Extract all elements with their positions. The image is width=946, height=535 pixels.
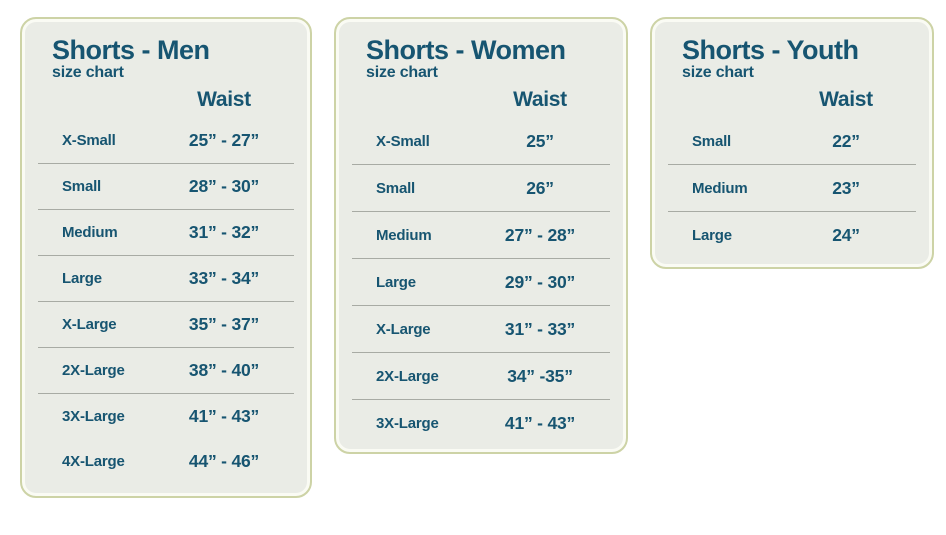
header-spacer bbox=[668, 88, 776, 112]
waist-value: 25” bbox=[526, 130, 554, 151]
waist-value: 31” - 32” bbox=[188, 222, 260, 242]
size-label: X-Large bbox=[62, 316, 117, 333]
waist-value: 34” -35” bbox=[507, 365, 573, 386]
size-label: X-Small bbox=[376, 132, 430, 150]
card-title-youth: Shorts - Youth bbox=[682, 35, 859, 65]
waist-value: 24” bbox=[832, 224, 860, 245]
size-row: X-Large 31” - 33” bbox=[352, 305, 610, 352]
size-label: X-Large bbox=[376, 320, 431, 338]
size-row: 2X-Large 38” - 40” bbox=[38, 347, 294, 393]
size-label: Large bbox=[376, 273, 416, 291]
waist-value: 23” bbox=[832, 177, 860, 198]
size-label: Large bbox=[62, 270, 102, 287]
header-spacer bbox=[352, 88, 470, 112]
size-label: Small bbox=[376, 179, 416, 197]
size-row: 2X-Large 34” -35” bbox=[352, 352, 610, 399]
waist-value: 44” - 46” bbox=[188, 451, 260, 471]
size-row: X-Small 25” bbox=[352, 118, 610, 164]
size-row: Medium 31” - 32” bbox=[38, 209, 294, 255]
header-spacer bbox=[38, 88, 154, 112]
size-rows-women: X-Small 25” Small 26” Medium 27” - 28” L… bbox=[352, 118, 610, 446]
waist-value: 31” - 33” bbox=[504, 318, 576, 339]
size-charts-page: Shorts - Men size chart Waist X-Small 25… bbox=[20, 17, 934, 498]
waist-value: 29” - 30” bbox=[504, 271, 576, 292]
size-label: X-Small bbox=[62, 132, 116, 149]
column-header-row: Waist bbox=[352, 88, 610, 112]
card-subtitle-men: size chart bbox=[52, 64, 124, 81]
size-row: 3X-Large 41” - 43” bbox=[38, 393, 294, 439]
size-label: Medium bbox=[376, 226, 432, 244]
waist-value: 26” bbox=[526, 177, 554, 198]
size-row: X-Large 35” - 37” bbox=[38, 301, 294, 347]
size-label: 3X-Large bbox=[62, 408, 125, 425]
card-title-men: Shorts - Men bbox=[52, 35, 210, 65]
size-chart-card-youth: Shorts - Youth size chart Waist Small 22… bbox=[650, 17, 934, 269]
column-header-row: Waist bbox=[668, 88, 916, 112]
waist-value: 41” - 43” bbox=[504, 412, 576, 433]
size-label: Medium bbox=[62, 224, 118, 241]
size-label: Small bbox=[62, 178, 102, 195]
size-label: 2X-Large bbox=[62, 362, 125, 379]
size-label: 3X-Large bbox=[376, 414, 439, 432]
size-row: 3X-Large 41” - 43” bbox=[352, 399, 610, 446]
size-label: 2X-Large bbox=[376, 367, 439, 385]
size-row: Medium 27” - 28” bbox=[352, 211, 610, 258]
waist-value: 28” - 30” bbox=[188, 176, 260, 196]
size-row: Small 22” bbox=[668, 118, 916, 164]
size-label: 4X-Large bbox=[62, 453, 125, 470]
size-row: Large 29” - 30” bbox=[352, 258, 610, 305]
size-row: Large 33” - 34” bbox=[38, 255, 294, 301]
size-rows-youth: Small 22” Medium 23” Large 24” bbox=[668, 118, 916, 258]
size-row: Small 26” bbox=[352, 164, 610, 211]
size-row: Large 24” bbox=[668, 211, 916, 258]
waist-column-header-youth: Waist bbox=[819, 88, 873, 111]
size-label: Small bbox=[692, 132, 732, 150]
size-label: Large bbox=[692, 226, 732, 244]
size-chart-card-women: Shorts - Women size chart Waist X-Small … bbox=[334, 17, 628, 454]
size-row: Medium 23” bbox=[668, 164, 916, 211]
card-title-women: Shorts - Women bbox=[366, 35, 566, 65]
column-header-row: Waist bbox=[38, 88, 294, 112]
waist-column-header-women: Waist bbox=[513, 88, 567, 111]
waist-value: 27” - 28” bbox=[504, 224, 576, 245]
card-subtitle-women: size chart bbox=[366, 64, 438, 81]
size-row: X-Small 25” - 27” bbox=[38, 118, 294, 163]
waist-value: 41” - 43” bbox=[188, 406, 260, 426]
waist-value: 35” - 37” bbox=[188, 314, 260, 334]
waist-value: 25” - 27” bbox=[188, 130, 260, 150]
size-label: Medium bbox=[692, 179, 748, 197]
size-row: 4X-Large 44” - 46” bbox=[38, 439, 294, 484]
waist-value: 33” - 34” bbox=[188, 268, 260, 288]
waist-value: 38” - 40” bbox=[188, 360, 260, 380]
size-chart-card-men: Shorts - Men size chart Waist X-Small 25… bbox=[20, 17, 312, 498]
waist-column-header-men: Waist bbox=[197, 88, 251, 111]
size-rows-men: X-Small 25” - 27” Small 28” - 30” Medium… bbox=[38, 118, 294, 484]
size-row: Small 28” - 30” bbox=[38, 163, 294, 209]
waist-value: 22” bbox=[832, 130, 860, 151]
card-subtitle-youth: size chart bbox=[682, 64, 754, 81]
